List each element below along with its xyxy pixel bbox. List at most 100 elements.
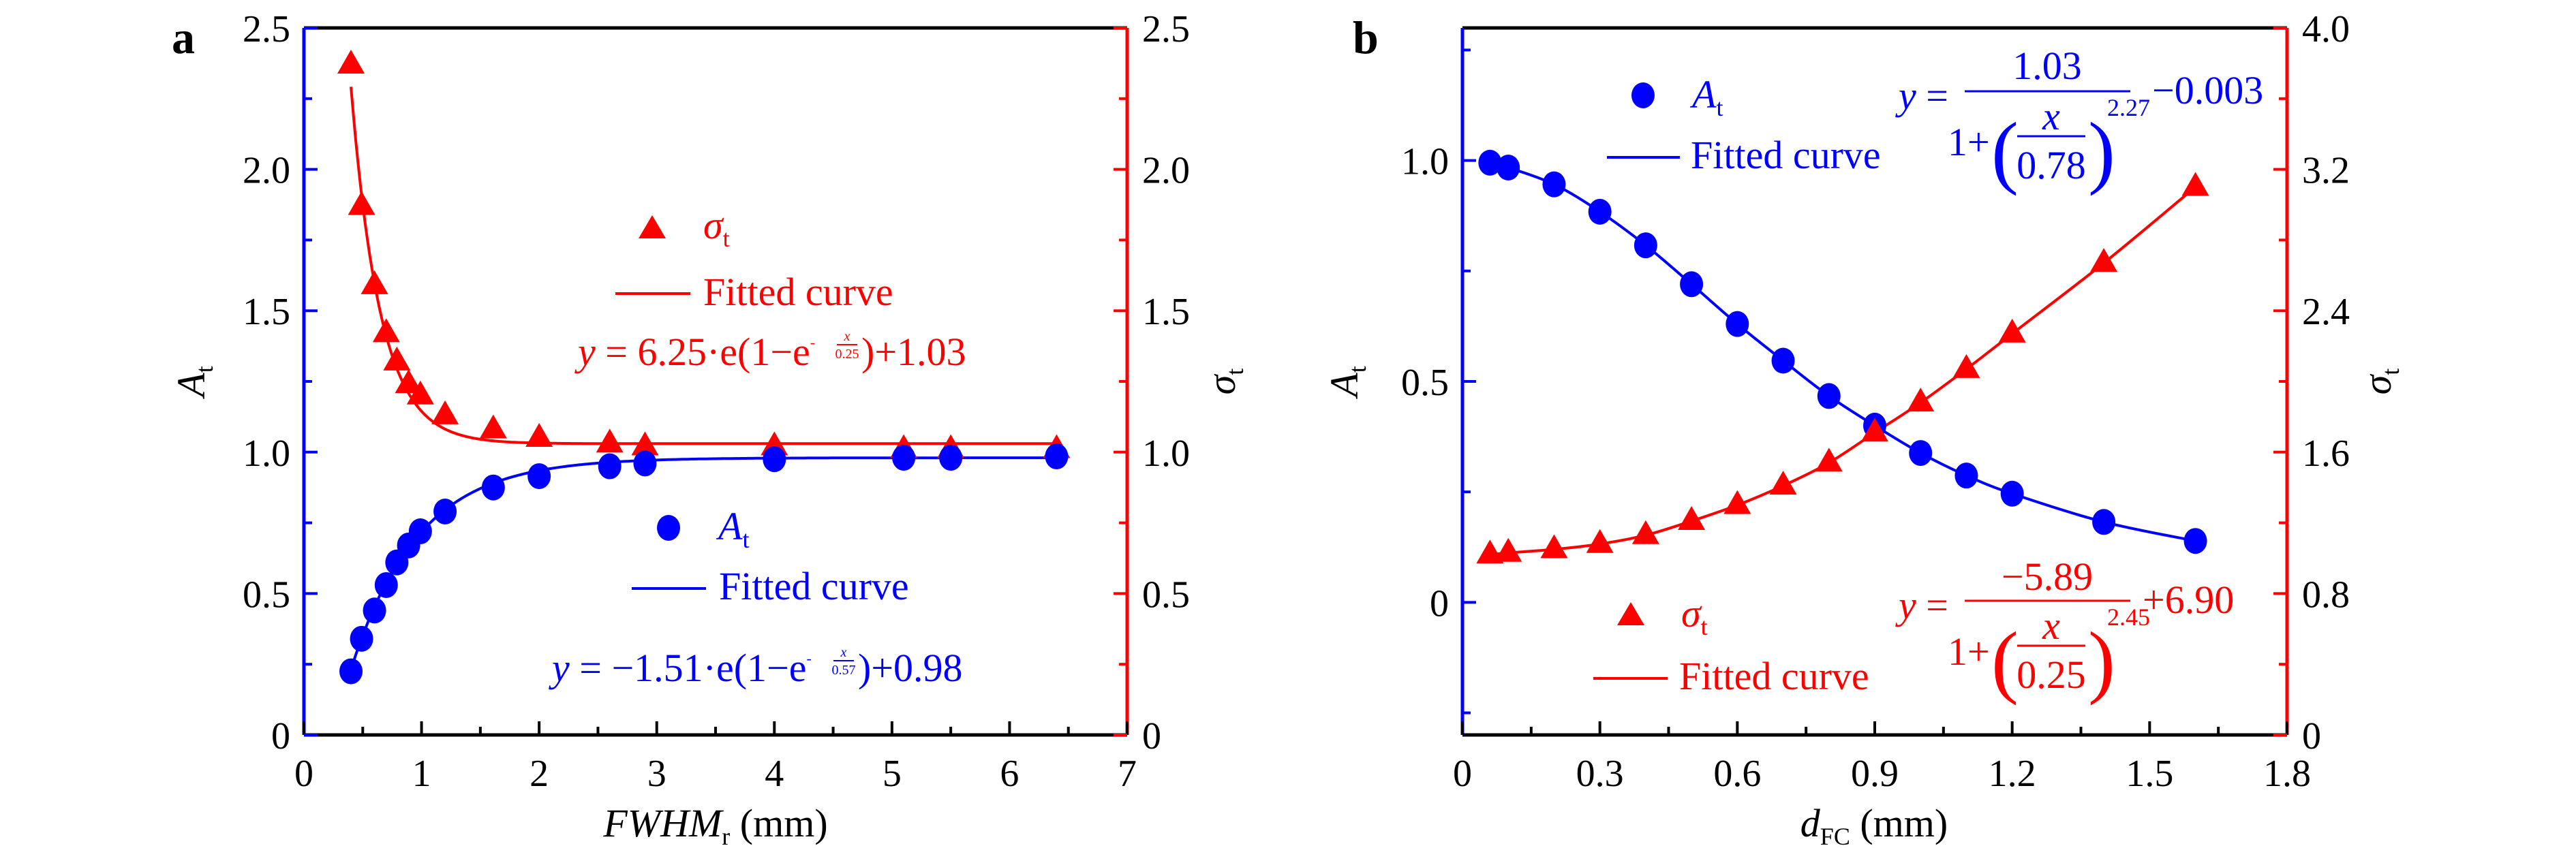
at-data-point xyxy=(350,625,373,652)
at-data-point xyxy=(1542,171,1566,198)
panel-a: a 0 1 2 3 4 5 6 700.51.01.52.02.500.51.01.52.02… xyxy=(169,8,1248,848)
equation-exponent: 2.45 xyxy=(2107,603,2150,631)
equation-right-paren: ) xyxy=(2088,615,2115,706)
sigma-data-point xyxy=(1631,520,1659,544)
panel-a-blue-equation-tail: )+0.98 xyxy=(858,646,963,690)
at-data-point xyxy=(1045,443,1069,470)
at-data-point xyxy=(1497,155,1520,181)
at-fitted-curve xyxy=(350,456,1057,670)
at-data-point xyxy=(527,463,551,490)
x-tick-label: 1 xyxy=(412,753,431,795)
panel-a-axes: 0 1 2 3 4 5 6 700.51.01.52.02.500.51.01.52.02.5 xyxy=(243,8,1190,795)
x-tick-label: 3 xyxy=(647,753,666,795)
panel-b-marks xyxy=(1476,149,2209,564)
panel-b-legend-at: At Fitted curve xyxy=(1607,72,1881,177)
at-data-point xyxy=(1634,232,1657,259)
equation-inner-numerator: x xyxy=(2042,94,2060,138)
at-data-point xyxy=(892,445,916,471)
legend-triangle-marker xyxy=(639,215,666,238)
right-y-tick-label: 2.5 xyxy=(1142,8,1190,50)
left-y-tick-label: 1.5 xyxy=(243,291,290,333)
panel-a-red-exp-den: 0.25 xyxy=(835,347,859,362)
panel-b-x-axis-label: dFC (mm) xyxy=(1800,801,1948,848)
right-y-tick-label: 0 xyxy=(1142,715,1161,757)
left-y-tick-label: 0 xyxy=(1430,582,1449,625)
equation-numerator: −5.89 xyxy=(2002,554,2093,599)
panel-label-a: a xyxy=(172,12,195,63)
legend-sigma-label: σt xyxy=(1681,591,1708,640)
at-data-point xyxy=(339,658,363,685)
legend-blue-fit-label: Fitted curve xyxy=(719,564,909,608)
panel-a-legend-at: At Fitted curve y = −1.51·e(1−e- x 0.57 … xyxy=(549,504,963,690)
equation-one-plus: 1+ xyxy=(1948,120,1990,164)
right-y-tick-label: 2.0 xyxy=(1142,150,1190,192)
at-data-point xyxy=(2183,528,2207,554)
sigma-data-point xyxy=(1540,534,1568,559)
right-y-tick-label: 1.0 xyxy=(1142,433,1190,475)
legend-red-fit-label: Fitted curve xyxy=(1679,654,1869,698)
sigma-data-point xyxy=(337,49,365,74)
panel-b: b 0 0.3 0.6 0.9 1.2 1.5 1.800.51.000.81.62.43.… xyxy=(1322,8,2404,848)
panel-a-legend-sigma: σt Fitted curve y = 6.25·e(1−e- x 0.25 )… xyxy=(574,203,966,374)
sigma-data-point xyxy=(596,428,624,453)
sigma-data-point xyxy=(525,423,553,447)
x-tick-label: 0.6 xyxy=(1713,753,1761,795)
sigma-data-point xyxy=(406,380,434,405)
at-data-point xyxy=(363,597,386,624)
at-data-point xyxy=(1726,311,1749,337)
sigma-data-point xyxy=(372,318,400,343)
x-tick-label: 5 xyxy=(883,753,902,795)
panel-a-red-exp-num: x xyxy=(844,329,850,344)
sigma-data-point xyxy=(383,346,411,371)
legend-triangle-marker xyxy=(1617,602,1644,625)
equation-inner-denominator: 0.78 xyxy=(2017,143,2086,187)
equation-inner-denominator: 0.25 xyxy=(2017,653,2086,697)
at-data-point xyxy=(1478,149,1502,176)
at-data-point xyxy=(408,518,432,545)
sigma-data-point xyxy=(479,414,507,439)
sigma-data-point xyxy=(631,431,659,456)
sigma-data-point xyxy=(1678,506,1706,531)
sigma-data-point xyxy=(395,369,423,394)
panel-a-blue-exp-den: 0.57 xyxy=(832,663,856,678)
equation-exponent: 2.27 xyxy=(2107,94,2150,121)
legend-blue-fit-label: Fitted curve xyxy=(1691,133,1881,177)
legend-at-label: At xyxy=(716,504,749,553)
panel-b-legend-sigma: σt Fitted curve xyxy=(1593,591,1869,698)
left-y-tick-label: 0 xyxy=(271,715,290,757)
equation-lhs: y = xyxy=(1895,583,1948,627)
left-y-tick-label: 2.5 xyxy=(243,8,290,50)
sigma-data-point xyxy=(1998,318,2026,343)
sigma-data-point xyxy=(1723,490,1751,514)
panel-label-b: b xyxy=(1353,12,1379,63)
legend-circle-marker xyxy=(1631,82,1655,108)
sigma-data-point xyxy=(1952,354,1980,378)
right-y-tick-label: 1.6 xyxy=(2302,433,2350,475)
legend-sigma-label: σt xyxy=(703,203,730,252)
sigma-data-point xyxy=(1769,471,1797,495)
at-data-point xyxy=(374,571,398,598)
at-data-point xyxy=(1771,347,1795,374)
equation-one-plus: 1+ xyxy=(1948,629,1990,674)
at-data-point xyxy=(1588,198,1612,225)
x-tick-label: 0.9 xyxy=(1851,753,1899,795)
x-tick-label: 6 xyxy=(1000,753,1019,795)
at-data-point xyxy=(633,450,657,477)
at-data-point xyxy=(2000,480,2024,507)
x-tick-label: 1.8 xyxy=(2263,753,2311,795)
x-tick-label: 1.5 xyxy=(2126,753,2173,795)
panel-a-red-equation-tail: )+1.03 xyxy=(861,330,966,374)
right-y-tick-label: 0 xyxy=(2302,715,2321,757)
at-data-point xyxy=(939,445,963,471)
at-data-point xyxy=(1954,462,1978,489)
right-y-tick-label: 1.5 xyxy=(1142,291,1190,333)
equation-numerator: 1.03 xyxy=(2012,44,2082,88)
x-tick-label: 1.2 xyxy=(1989,753,2036,795)
at-data-point xyxy=(1817,383,1841,409)
right-y-tick-label: 3.2 xyxy=(2302,150,2350,192)
x-tick-label: 4 xyxy=(765,753,784,795)
equation-lhs: y = xyxy=(1895,74,1948,118)
left-y-tick-label: 0.5 xyxy=(243,574,290,616)
at-data-point xyxy=(2092,509,2116,535)
